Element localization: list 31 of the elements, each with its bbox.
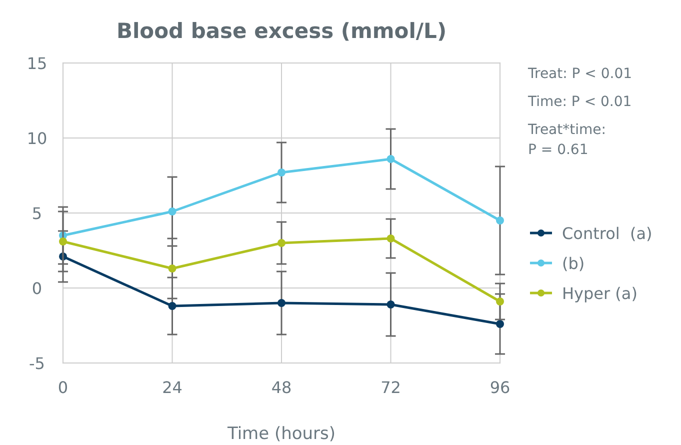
point [168,208,176,216]
y-tick-label: 10 [26,129,48,148]
x-tick-label: 48 [271,378,292,397]
x-tick-label: 0 [58,378,68,397]
legend-label: (b) [562,254,585,273]
text: Treat*time: P = 0.61 [527,122,606,158]
text: Time: P < 0.01 [527,94,632,110]
x-tick-label: 72 [380,378,401,397]
x-tick-label: 96 [490,378,510,397]
text: Treat: P < 0.01 [527,66,632,82]
y-tick-label: -5 [29,354,45,373]
point [386,155,395,163]
point [278,299,286,307]
point [496,216,504,224]
y-tick-label: 5 [32,204,42,223]
point [168,264,176,272]
y-tick-label: 0 [32,279,42,298]
legend-label: Control (a) [562,224,652,243]
point [496,320,504,328]
x-axis-title: Time (hours) [226,424,336,444]
point [168,302,176,310]
chart-title: Blood base excess (mmol/L) [116,19,447,43]
point [496,298,504,306]
point [59,238,67,246]
point [278,239,286,247]
x-tick-label: 24 [162,378,182,397]
point [278,168,286,176]
y-tick-label: 15 [26,54,48,73]
point [386,300,395,308]
point [386,234,395,242]
legend-label: Hyper (a) [562,284,638,303]
